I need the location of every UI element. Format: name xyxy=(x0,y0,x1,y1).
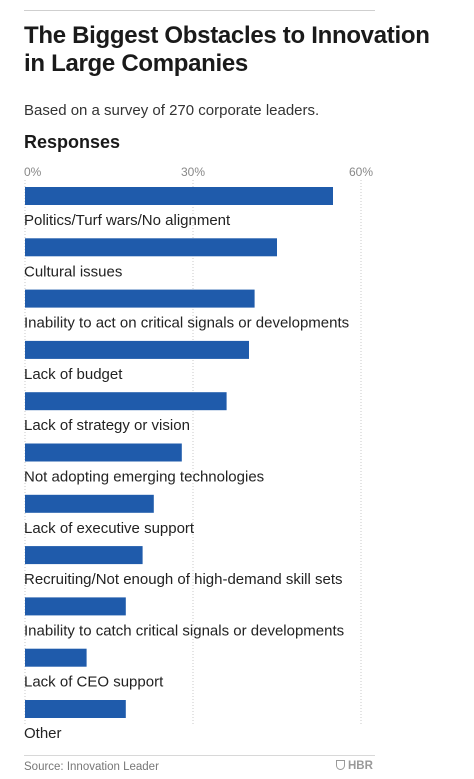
category-label: Lack of budget xyxy=(24,366,123,383)
bar xyxy=(25,238,277,257)
category-label: Cultural issues xyxy=(24,263,122,280)
hbr-logo: HBR xyxy=(336,760,373,772)
bar xyxy=(25,187,333,205)
bar xyxy=(25,700,126,718)
category-label: Inability to act on critical signals or … xyxy=(24,315,349,332)
category-label: Other xyxy=(24,725,62,742)
bar xyxy=(25,494,154,513)
category-label: Lack of strategy or vision xyxy=(24,417,190,434)
bar xyxy=(25,546,143,565)
top-rule xyxy=(24,10,375,11)
hbr-shield-icon xyxy=(336,760,345,770)
source-note: Source: Innovation Leader xyxy=(24,761,159,773)
chart-title: The Biggest Obstacles to Innovation in L… xyxy=(24,22,430,77)
category-label: Lack of executive support xyxy=(24,520,195,537)
bar xyxy=(25,648,87,667)
category-label: Lack of CEO support xyxy=(24,674,164,691)
category-label: Politics/Turf wars/No alignment xyxy=(24,212,231,229)
bar xyxy=(25,340,249,359)
bar xyxy=(25,443,182,462)
x-tick-label: 30% xyxy=(181,165,205,179)
category-label: Not adopting emerging technologies xyxy=(24,469,264,486)
x-tick-label: 60% xyxy=(349,165,373,179)
hbr-logo-text: HBR xyxy=(348,760,373,772)
x-tick-label: 0% xyxy=(24,165,42,179)
category-label: Recruiting/Not enough of high-demand ski… xyxy=(24,571,343,588)
category-label: Inability to catch critical signals or d… xyxy=(24,622,344,639)
bar xyxy=(25,392,227,411)
bar xyxy=(25,289,255,308)
bar xyxy=(25,597,126,616)
footer-rule xyxy=(24,755,375,756)
responses-heading: Responses xyxy=(24,132,121,152)
chart-subtitle: Based on a survey of 270 corporate leade… xyxy=(24,102,320,119)
